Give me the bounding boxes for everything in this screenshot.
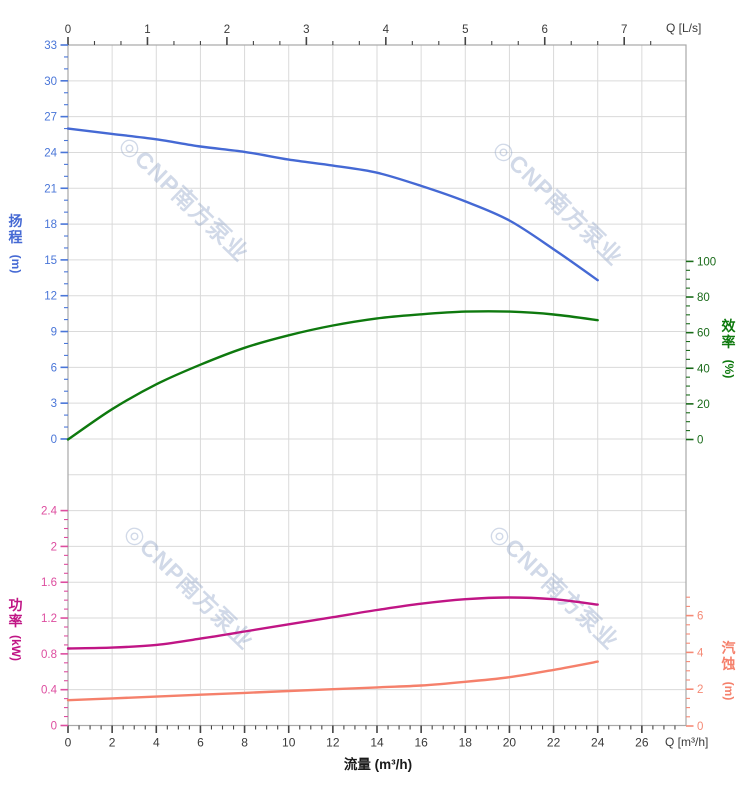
head-axis-tick-label: 6: [51, 362, 57, 374]
npsh-curve: [66, 660, 599, 702]
power-axis-tick-label: 0: [51, 721, 57, 733]
head-axis-tick-label: 3: [51, 398, 57, 410]
bottom-axis-tick-label: 18: [459, 736, 473, 750]
efficiency-axis-tick-label: 80: [697, 292, 710, 304]
top-axis-tick-label: 7: [621, 24, 627, 36]
bottom-axis-tick-label: 4: [153, 736, 160, 750]
efficiency-axis-title: 效率 (%): [721, 318, 736, 385]
bottom-axis-tick-label: 14: [370, 736, 384, 750]
efficiency-axis-unit: (%): [721, 359, 736, 379]
npsh-axis-title: 汽蚀 (m): [721, 640, 736, 707]
top-axis-tick-label: 6: [542, 24, 548, 36]
bottom-axis-tick-label: 26: [635, 736, 649, 750]
bottom-axis-tick-label: 2: [109, 736, 116, 750]
top-axis-tick-label: 4: [383, 24, 390, 36]
npsh-axis-unit: (m): [721, 681, 736, 701]
power-axis-tick-label: 2: [51, 541, 57, 553]
x-axis-title: 流量 (m³/h): [343, 757, 413, 772]
bottom-axis-tick-label: 16: [414, 736, 428, 750]
top-axis-tick-label: 1: [144, 24, 150, 36]
top-axis-tick-label: 2: [224, 24, 230, 36]
npsh-axis-tick-label: 2: [697, 684, 703, 696]
head-axis-tick-label: 18: [44, 219, 57, 231]
efficiency-axis-title-text: 效率: [721, 318, 736, 351]
watermark: ◎CNP南方泵业: [120, 519, 259, 655]
efficiency-curve: [66, 310, 599, 441]
power-curve: [66, 596, 599, 650]
power-axis-title-text: 功率: [8, 597, 23, 630]
power-axis-title: 功率 (kW): [8, 597, 23, 664]
head-axis-tick-label: 9: [51, 327, 57, 339]
bottom-axis-tick-label: 22: [547, 736, 561, 750]
efficiency-axis-tick-label: 40: [697, 363, 710, 375]
top-axis-tick-label: 0: [65, 24, 71, 36]
head-axis-title-text: 扬程: [8, 213, 23, 246]
bottom-axis-unit-label: Q [m³/h]: [665, 735, 709, 749]
power-axis-tick-label: 1.2: [41, 613, 57, 625]
head-axis-tick-label: 0: [51, 434, 57, 446]
head-axis-tick-label: 21: [44, 183, 57, 195]
power-axis-tick-label: 2.4: [41, 506, 58, 518]
npsh-axis-tick-label: 4: [697, 647, 704, 659]
head-axis-tick-label: 33: [44, 40, 57, 52]
npsh-axis-title-text: 汽蚀: [721, 640, 736, 673]
head-axis-title: 扬程 (m): [8, 213, 23, 280]
head-axis-unit: (m): [8, 254, 23, 274]
head-axis-tick-label: 15: [44, 255, 57, 267]
head-axis-tick-label: 30: [44, 76, 57, 88]
top-axis-unit-label: Q [L/s]: [666, 21, 702, 35]
watermark: ◎CNP南方泵业: [485, 519, 624, 655]
power-axis-tick-label: 0.8: [41, 649, 57, 661]
power-axis-tick-label: 0.4: [41, 685, 58, 697]
efficiency-axis-tick-label: 0: [697, 435, 703, 447]
efficiency-axis-tick-label: 100: [697, 256, 716, 268]
bottom-axis-tick-label: 12: [326, 736, 340, 750]
bottom-axis-tick-label: 6: [197, 736, 204, 750]
head-curve: [66, 127, 599, 282]
head-axis-tick-label: 27: [44, 112, 57, 124]
bottom-axis-tick-label: 0: [65, 736, 72, 750]
npsh-axis-tick-label: 6: [697, 611, 703, 623]
bottom-axis-tick-label: 24: [591, 736, 605, 750]
bottom-axis-tick-label: 10: [282, 736, 296, 750]
efficiency-axis-tick-label: 20: [697, 399, 710, 411]
power-axis-tick-label: 1.6: [41, 577, 57, 589]
efficiency-axis-tick-label: 60: [697, 328, 710, 340]
top-axis-tick-label: 3: [303, 24, 309, 36]
npsh-axis-tick-label: 0: [697, 721, 703, 733]
head-axis-tick-label: 24: [44, 147, 57, 159]
power-axis-unit: (kW): [8, 635, 23, 662]
top-axis-tick-label: 5: [462, 24, 468, 36]
bottom-axis-tick-label: 8: [241, 736, 248, 750]
bottom-axis-tick-label: 20: [503, 736, 517, 750]
head-axis-tick-label: 12: [44, 291, 57, 303]
